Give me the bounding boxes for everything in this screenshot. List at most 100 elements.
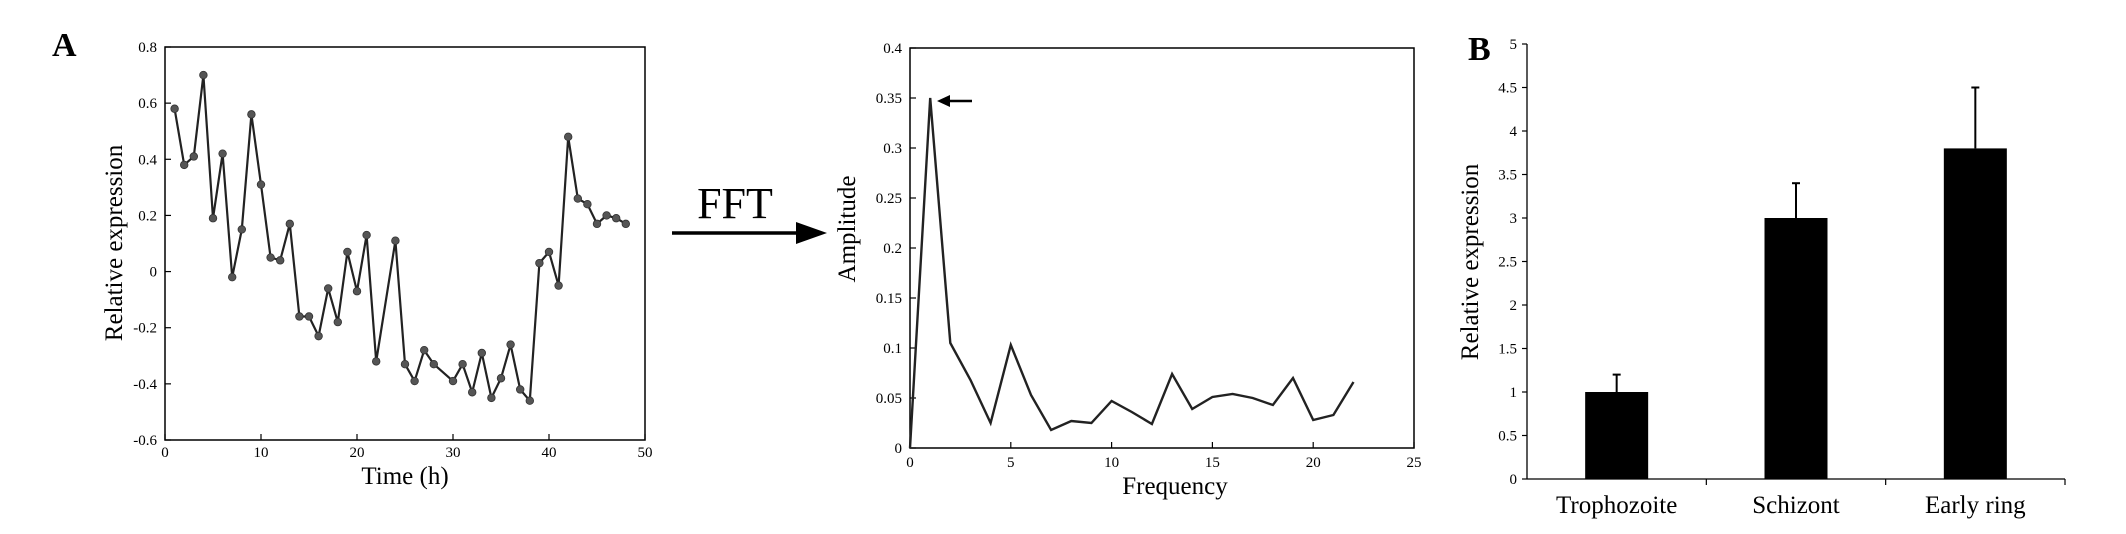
y-tick-label: 0.1 [883,341,902,357]
y-tick-label: 0.8 [138,40,157,56]
data-point [256,180,266,189]
series-line-time-series [173,74,627,404]
data-point [525,396,534,405]
data-point [477,348,486,358]
tick-group-frequency-spectrum: 0 5 10 15 20 25 0 0.05 0.1 0.15 0.2 0.25 0.3 0.35 0.4 [876,41,1422,471]
data-point [314,331,323,341]
panel-letter-b: B [1468,31,1491,68]
y-tick-label: 0 [895,441,903,457]
category-label: Early ring [1925,492,2026,519]
y-tick-label: 0.15 [876,291,902,307]
point-group-time-series [170,70,630,405]
data-point [362,230,371,240]
data-point [535,258,544,268]
chart-frequency-spectrum: 0 5 10 15 20 2500.050.10.150.20.250.30.350.4 … [834,41,1422,500]
data-point [468,388,477,397]
data-point [487,393,496,403]
y-tick-label: 4.5 [1498,81,1517,97]
category-label: Trophozoite [1556,492,1677,519]
x-tick-label: 10 [254,445,269,461]
fft-transform-arrow: FFT [672,179,827,244]
x-tick-label: 15 [1205,455,1220,471]
data-point [391,236,400,245]
data-point [372,357,381,366]
x-axis-title-time-series: Time (h) [361,463,448,490]
tick-group-stage-expression: 0 0.5 1 1.5 2 2.5 3 3.5 4 4.5 5 Trophozoite Schizont… [1498,37,2066,519]
data-point [602,211,611,220]
y-tick-label: 0.4 [883,41,902,57]
x-tick-label: 0 [906,455,914,471]
data-point [189,152,198,161]
y-tick-label: 0.35 [876,91,902,107]
y-tick-label: 1 [1510,385,1518,401]
x-tick-label: 25 [1407,455,1422,471]
bar [1764,218,1828,479]
data-point [573,194,582,203]
data-point [285,219,294,229]
y-tick-label: 0.2 [138,208,157,224]
data-point [227,272,237,282]
data-point [295,312,304,321]
data-point [612,214,621,223]
y-tick-label: 0.4 [138,152,157,168]
data-point [276,256,285,265]
y-tick-label: 0.05 [876,391,902,407]
y-tick-label: 0.5 [1498,429,1517,445]
category-label: Schizont [1752,492,1840,519]
bar-group-stage-expression [1585,86,2007,479]
y-tick-label: -0.6 [133,433,157,449]
data-point [429,360,438,369]
y-tick-label: 0.25 [876,191,902,207]
data-point [218,149,227,158]
y-tick-label: 5 [1510,37,1518,53]
data-point [592,219,602,229]
y-tick-label: 2 [1510,298,1518,314]
y-tick-label: 1.5 [1498,342,1517,358]
x-tick-label: 0 [161,445,169,461]
x-tick-label: 40 [542,445,557,461]
data-point [170,104,179,113]
data-point [516,385,525,394]
y-axis-title-frequency-spectrum: Amplitude [834,176,861,283]
data-point [621,219,630,229]
data-point [333,317,342,327]
series-line-frequency-spectrum [908,97,1355,449]
x-tick-label: 20 [1306,455,1321,471]
y-tick-label: 3 [1510,211,1518,227]
peak-arrow-head [937,95,950,107]
data-point [352,287,362,296]
y-axis-title-stage-expression: Relative expression [1457,163,1484,360]
data-point [324,284,333,293]
data-point [400,360,410,369]
peak-arrow-annotation [937,95,972,107]
y-tick-label: 2.5 [1498,255,1517,271]
data-point [544,247,554,257]
fft-arrow-head [796,222,827,244]
data-point [420,345,429,355]
x-tick-label: 20 [350,445,365,461]
data-point [343,247,352,257]
x-tick-label: 5 [1007,455,1015,471]
data-point [448,376,458,386]
y-tick-label: 0.3 [883,141,902,157]
y-tick-label: -0.2 [133,321,157,337]
data-point [410,376,419,386]
data-point [458,360,467,369]
y-axis-title-time-series: Relative expression [101,144,128,341]
data-point [506,340,515,349]
data-point [266,253,275,262]
x-tick-label: 30 [446,445,461,461]
data-point [199,70,208,80]
data-point [564,132,573,142]
y-tick-label: 4 [1510,124,1518,140]
data-point [304,312,314,321]
y-tick-label: 3.5 [1498,168,1517,184]
y-tick-label: 0 [150,265,158,281]
chart-stage-expression: 0 0.5 1 1.5 2 2.5 3 3.5 4 4.5 5 Trophozoite Schizont… [1457,37,2066,519]
x-tick-label: 10 [1104,455,1119,471]
plot-frame-frequency-spectrum [909,47,1415,449]
data-point [237,225,246,234]
x-axis-title-frequency-spectrum: Frequency [1122,473,1228,500]
y-tick-label: 0.2 [883,241,902,257]
